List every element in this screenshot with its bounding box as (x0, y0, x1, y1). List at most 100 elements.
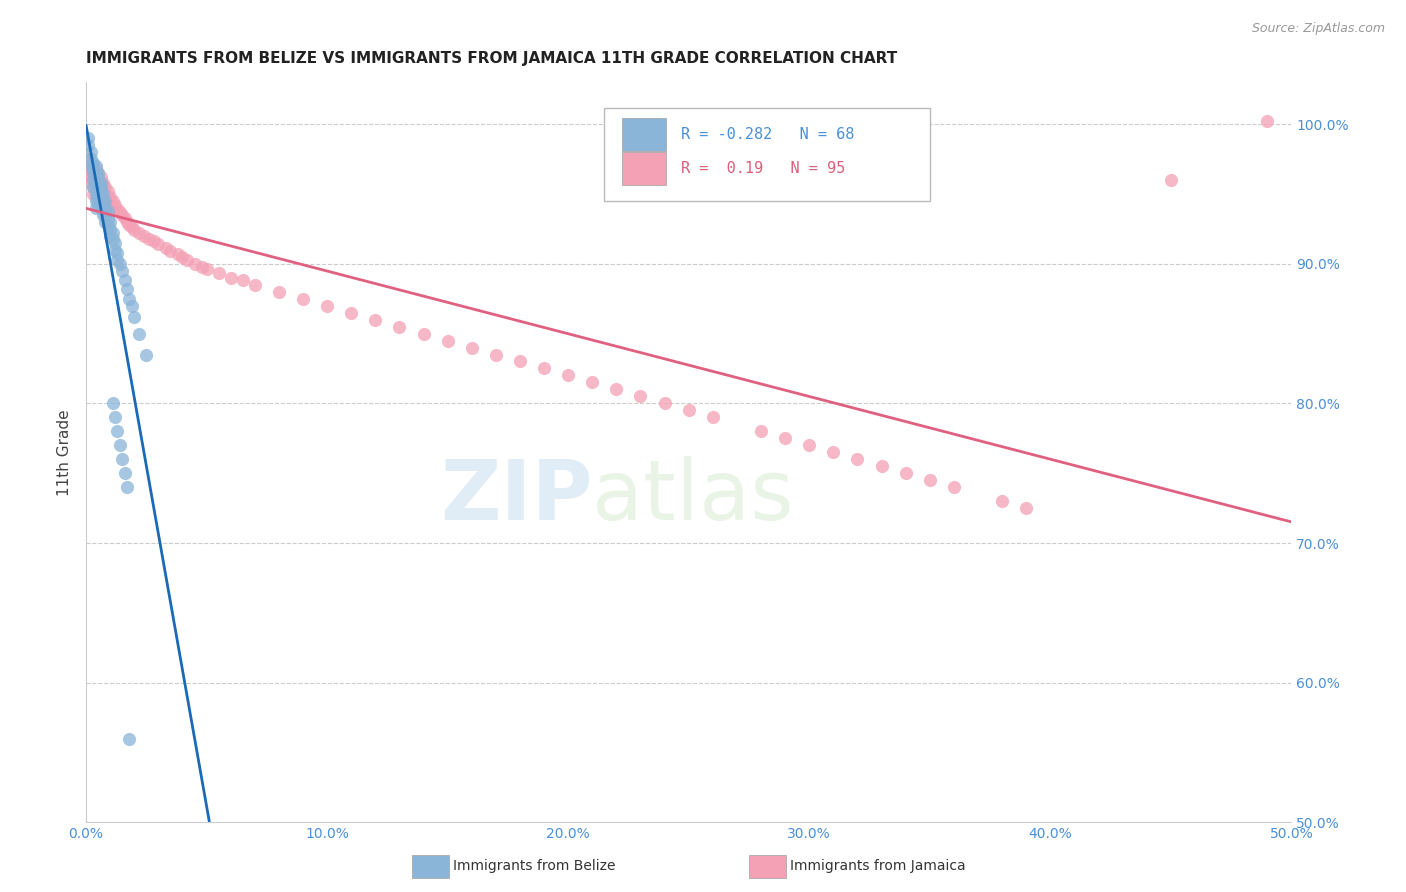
Point (107, 252, 129, 267)
Point (773, 431, 796, 445)
Point (84, 189, 107, 203)
Point (155, 241, 177, 255)
Point (678, 403, 700, 417)
Point (232, 273, 254, 287)
Point (111, 208, 134, 222)
Point (98, 189, 121, 203)
Point (82, 156, 104, 170)
Point (115, 480, 138, 494)
Point (87, 166, 110, 180)
Point (98, 196, 121, 211)
Point (118, 218, 141, 232)
Point (94, 180, 117, 194)
Point (104, 198, 127, 212)
Point (148, 237, 170, 252)
Point (84, 194, 107, 208)
Text: ZIP: ZIP (440, 456, 592, 537)
Point (82, 180, 104, 194)
Point (94, 186, 117, 201)
Point (97, 191, 120, 205)
Point (87, 166, 110, 180)
Point (90, 176, 112, 190)
Point (87, 170, 110, 185)
Point (80, 161, 103, 176)
Point (991, 494, 1014, 508)
Text: R = -0.282   N = 68: R = -0.282 N = 68 (682, 128, 855, 142)
Point (91, 183, 114, 197)
Point (77, 131, 100, 145)
Point (918, 473, 941, 487)
Point (104, 410, 127, 425)
Point (97, 211, 120, 225)
Point (823, 445, 845, 459)
Point (183, 257, 205, 271)
Text: Immigrants from Belize: Immigrants from Belize (453, 859, 616, 873)
Point (1160, 173, 1182, 187)
Point (98, 203, 121, 218)
Point (80, 152, 103, 166)
Point (124, 310, 146, 324)
Point (91, 186, 114, 201)
Point (132, 228, 155, 243)
Point (82, 186, 104, 201)
Point (121, 220, 143, 235)
Point (208, 267, 231, 281)
Point (90, 198, 112, 212)
Point (90, 189, 112, 203)
Point (115, 215, 138, 229)
Point (702, 410, 724, 425)
Point (128, 326, 150, 341)
Point (195, 262, 218, 277)
Point (870, 459, 893, 474)
Text: Source: ZipAtlas.com: Source: ZipAtlas.com (1251, 22, 1385, 36)
Point (77, 166, 100, 180)
FancyBboxPatch shape (623, 119, 666, 151)
Point (388, 319, 411, 334)
Y-axis label: 11th Grade: 11th Grade (58, 409, 72, 496)
Point (138, 231, 160, 245)
Point (87, 194, 110, 208)
Point (77, 152, 100, 166)
Point (84, 166, 107, 180)
Point (87, 180, 110, 194)
Point (94, 208, 117, 222)
Point (91, 194, 114, 208)
Point (114, 211, 136, 225)
Point (101, 231, 124, 245)
Point (98, 221, 121, 235)
Point (80, 169, 103, 183)
Point (135, 347, 157, 361)
Point (91, 176, 114, 190)
Point (84, 186, 107, 201)
Point (191, 260, 214, 274)
Point (82, 161, 104, 176)
Point (87, 198, 110, 212)
Point (219, 270, 242, 285)
Point (90, 180, 112, 194)
Point (267, 285, 290, 299)
Point (84, 183, 107, 197)
Point (98, 215, 121, 229)
Point (82, 173, 104, 187)
Point (84, 161, 107, 176)
Text: Immigrants from Jamaica: Immigrants from Jamaica (790, 859, 966, 873)
Point (82, 173, 104, 187)
Point (1015, 501, 1038, 516)
Point (80, 156, 103, 170)
Point (654, 396, 676, 410)
Point (94, 201, 117, 215)
Point (172, 250, 194, 264)
Point (90, 183, 112, 197)
Point (107, 202, 129, 217)
Text: atlas: atlas (592, 456, 794, 537)
Point (121, 299, 143, 313)
Point (87, 173, 110, 187)
Point (799, 438, 821, 452)
Point (108, 438, 131, 452)
Point (94, 215, 117, 229)
Point (436, 334, 458, 348)
Point (98, 228, 121, 243)
Point (124, 223, 146, 237)
Point (159, 244, 181, 259)
Point (90, 184, 112, 198)
